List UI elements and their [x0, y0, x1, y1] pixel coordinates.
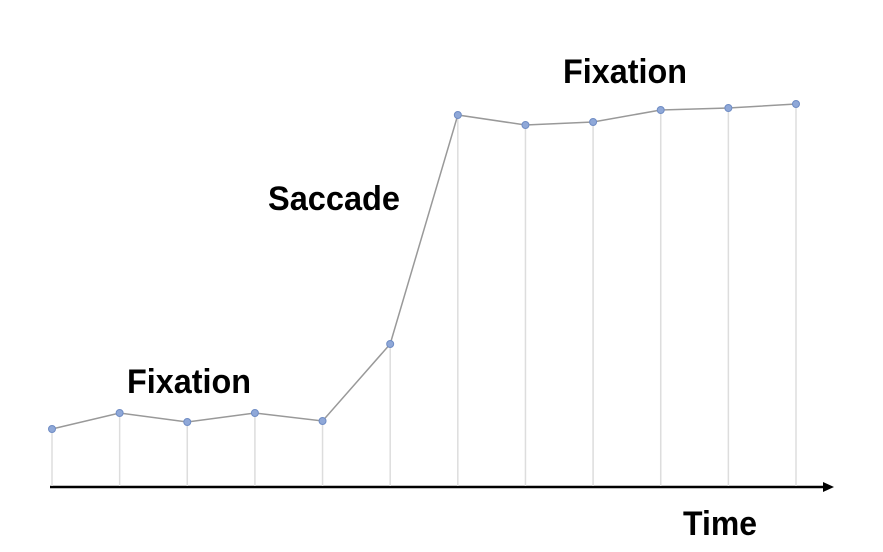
data-point	[115, 409, 124, 417]
data-point	[386, 340, 395, 348]
data-point	[48, 425, 56, 433]
data-point	[453, 111, 462, 119]
x-axis-arrow	[823, 482, 834, 492]
data-point	[589, 118, 598, 126]
data-point	[656, 106, 665, 114]
annotation: Fixation	[127, 363, 251, 401]
data-point	[318, 417, 327, 425]
data-point	[250, 409, 259, 417]
annotation: Fixation	[563, 53, 687, 91]
x-axis-label: Time	[683, 505, 757, 543]
data-point	[724, 104, 733, 112]
data-point	[792, 100, 800, 108]
data-point	[183, 418, 192, 426]
data-line	[51, 103, 797, 430]
annotation: Saccade	[268, 180, 400, 218]
data-point	[521, 121, 530, 129]
